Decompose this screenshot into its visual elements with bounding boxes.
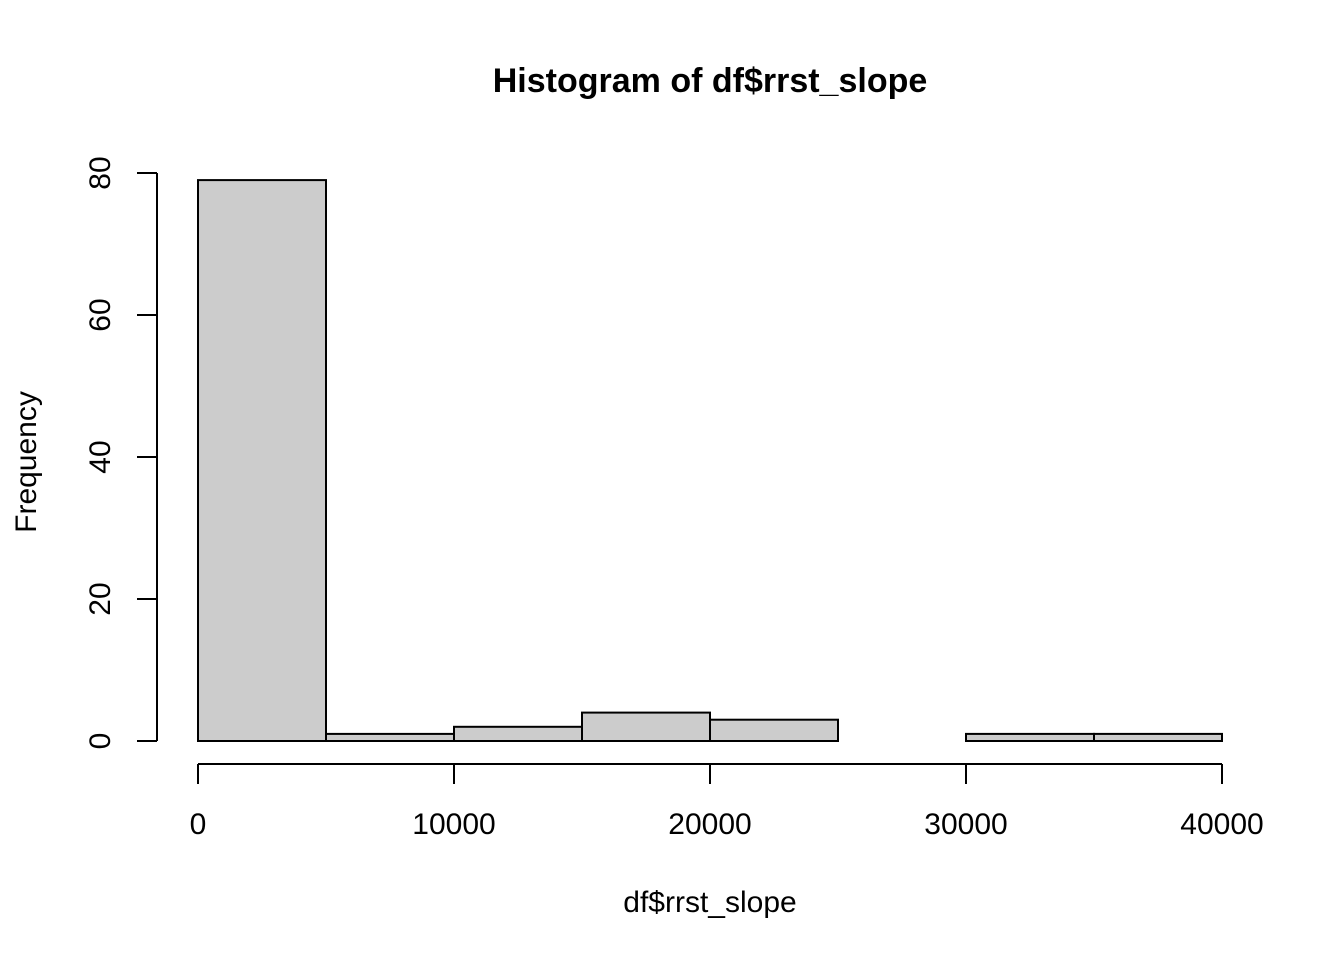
y-axis-label: Frequency (10, 391, 43, 533)
histogram-bar-6 (965, 732, 1095, 743)
x-axis-label: df$rrst_slope (623, 886, 796, 919)
y-tick-label-0: 0 (84, 733, 117, 750)
histogram-bar-4 (709, 718, 839, 743)
histogram-bar-7 (1093, 732, 1223, 743)
y-tick-label-4: 80 (84, 156, 117, 189)
x-tick-label-1: 10000 (412, 808, 495, 841)
histogram-bar-1 (325, 732, 455, 743)
x-tick-label-2: 20000 (668, 808, 751, 841)
y-tick-label-1: 20 (84, 582, 117, 615)
x-axis: 0 10000 20000 30000 40000 (190, 763, 1264, 841)
histogram-bar-2 (453, 725, 583, 742)
x-tick-label-0: 0 (190, 808, 207, 841)
x-tick-label-3: 30000 (924, 808, 1007, 841)
x-tick-label-4: 40000 (1180, 808, 1263, 841)
histogram-bar-0 (197, 179, 327, 743)
chart-title: Histogram of df$rrst_slope (493, 62, 928, 100)
y-tick-label-3: 60 (84, 298, 117, 331)
histogram-bar-3 (581, 711, 711, 742)
histogram-bars (197, 179, 1223, 743)
y-axis: 0 20 40 60 80 (84, 156, 158, 750)
y-tick-label-2: 40 (84, 440, 117, 473)
